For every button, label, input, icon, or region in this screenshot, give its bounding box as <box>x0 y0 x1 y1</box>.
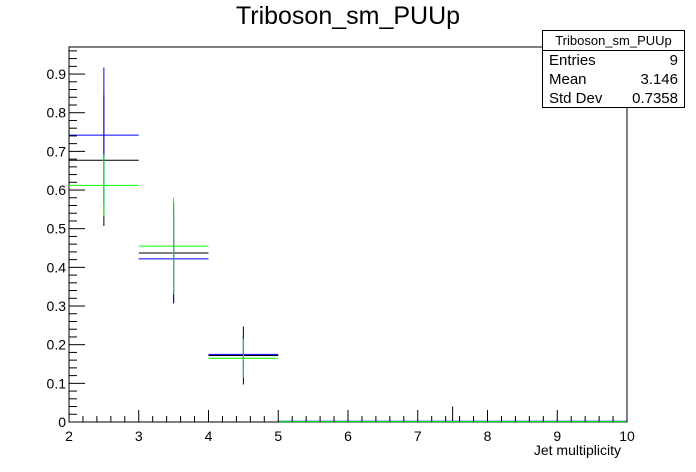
stats-std-row: Std Dev 0.7358 <box>543 89 684 108</box>
y-tick-label: 0.6 <box>47 182 67 198</box>
x-tick-label: 5 <box>274 428 282 444</box>
stats-entries-value: 9 <box>669 52 678 69</box>
y-tick-label: 0.2 <box>47 337 67 353</box>
chart-title: Triboson_sm_PUUp <box>235 2 461 30</box>
stats-mean-label: Mean <box>549 71 587 88</box>
stats-std-label: Std Dev <box>549 90 603 107</box>
stats-box-title: Triboson_sm_PUUp <box>543 31 684 51</box>
x-tick-label: 6 <box>344 428 352 444</box>
stats-std-value: 0.7358 <box>632 90 678 107</box>
x-tick-label: 8 <box>484 428 492 444</box>
x-axis-label: Jet multiplicity <box>534 442 621 458</box>
y-tick-label: 0.7 <box>47 143 67 159</box>
stats-mean-value: 3.146 <box>640 71 678 88</box>
y-tick-label: 0.4 <box>47 259 67 275</box>
stats-entries-label: Entries <box>549 52 596 69</box>
y-tick-label: 0.9 <box>47 66 67 82</box>
y-tick-label: 0.8 <box>47 105 67 121</box>
x-tick-label: 9 <box>553 428 561 444</box>
y-tick-label: 0.3 <box>47 298 67 314</box>
x-tick-label: 3 <box>135 428 143 444</box>
stats-mean-row: Mean 3.146 <box>543 70 684 89</box>
x-tick-label: 7 <box>414 428 422 444</box>
y-tick-label: 0 <box>58 414 66 430</box>
x-tick-label: 2 <box>65 428 73 444</box>
y-tick-label: 0.5 <box>47 221 67 237</box>
y-tick-label: 0.1 <box>47 375 67 391</box>
stats-box: Triboson_sm_PUUp Entries 9 Mean 3.146 St… <box>542 30 685 108</box>
stats-entries-row: Entries 9 <box>543 51 684 70</box>
x-tick-label: 4 <box>205 428 213 444</box>
x-tick-label: 10 <box>619 428 635 444</box>
